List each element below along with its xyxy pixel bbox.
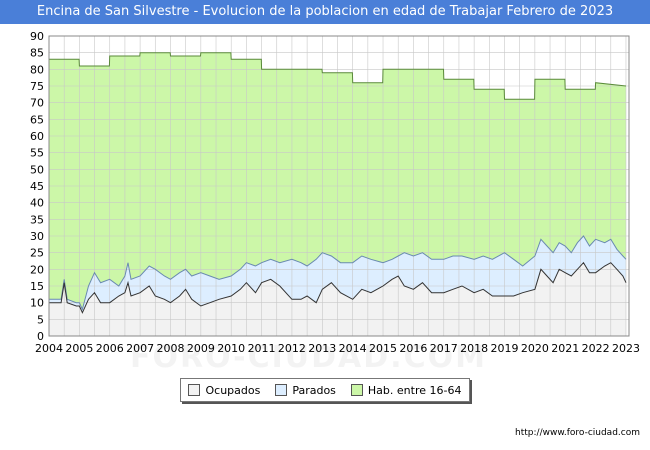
y-tick-label: 5 bbox=[37, 313, 44, 326]
y-tick-label: 50 bbox=[30, 163, 44, 176]
x-tick-label: 2005 bbox=[65, 342, 93, 355]
x-tick-label: 2015 bbox=[369, 342, 397, 355]
y-tick-label: 20 bbox=[30, 263, 44, 276]
x-tick-label: 2009 bbox=[187, 342, 215, 355]
y-tick-label: 45 bbox=[30, 180, 44, 193]
line-parados bbox=[49, 235, 627, 311]
watermark: FORO-CIUDAD.COM bbox=[130, 340, 487, 375]
y-tick-label: 40 bbox=[30, 197, 44, 210]
legend-swatch-ocupados bbox=[188, 384, 201, 396]
legend-label-ocupados: Ocupados bbox=[205, 383, 261, 397]
y-tick-label: 10 bbox=[30, 297, 44, 310]
legend-label-parados: Parados bbox=[292, 383, 336, 397]
chart-title: Encina de San Silvestre - Evolucion de l… bbox=[0, 0, 650, 24]
y-tick-label: 90 bbox=[30, 30, 44, 43]
y-tick-label: 80 bbox=[30, 63, 44, 76]
legend-item-parados: Parados bbox=[275, 384, 336, 397]
y-tick-label: 15 bbox=[30, 280, 44, 293]
x-tick-label: 2008 bbox=[156, 342, 184, 355]
line-ocupados bbox=[49, 261, 627, 314]
y-tick-label: 55 bbox=[30, 147, 44, 160]
x-tick-label: 2012 bbox=[278, 342, 306, 355]
x-tick-label: 2022 bbox=[582, 342, 610, 355]
x-tick-label: 2010 bbox=[217, 342, 245, 355]
y-tick-label: 70 bbox=[30, 97, 44, 110]
legend-label-hab: Hab. entre 16-64 bbox=[367, 383, 462, 397]
y-tick-label: 0 bbox=[37, 330, 44, 343]
legend: Ocupados Parados Hab. entre 16-64 bbox=[180, 378, 470, 402]
x-tick-label: 2006 bbox=[96, 342, 124, 355]
x-tick-label: 2004 bbox=[35, 342, 63, 355]
chart-plot: 0 5 10 15 20 25 30 35 40 45 50 55 60 65 70 75 80 85 90 200… bbox=[30, 30, 640, 355]
y-tick-label: 75 bbox=[30, 80, 44, 93]
legend-item-hab: Hab. entre 16-64 bbox=[350, 383, 462, 397]
x-tick-label: 2016 bbox=[399, 342, 427, 355]
y-tick-label: 35 bbox=[30, 213, 44, 226]
y-tick-label: 85 bbox=[30, 47, 44, 60]
x-tick-label: 2017 bbox=[430, 342, 458, 355]
source-link[interactable]: http://www.foro-ciudad.com bbox=[515, 428, 640, 438]
legend-swatch-hab bbox=[350, 384, 363, 396]
x-tick-label: 2007 bbox=[126, 342, 154, 355]
y-tick-label: 60 bbox=[30, 130, 44, 143]
y-tick-label: 65 bbox=[30, 113, 44, 126]
x-tick-label: 2011 bbox=[248, 342, 276, 355]
y-tick-label: 25 bbox=[30, 247, 44, 260]
x-tick-label: 2021 bbox=[551, 342, 579, 355]
legend-swatch-parados bbox=[275, 384, 288, 396]
x-tick-label: 2020 bbox=[521, 342, 549, 355]
x-tick-label: 2014 bbox=[339, 342, 367, 355]
line-hab bbox=[49, 52, 627, 100]
x-tick-label: 2023 bbox=[612, 342, 640, 355]
x-tick-label: 2019 bbox=[490, 342, 518, 355]
x-tick-label: 2013 bbox=[308, 342, 336, 355]
legend-item-ocupados: Ocupados bbox=[188, 384, 260, 397]
x-tick-label: 2018 bbox=[460, 342, 488, 355]
plot-frame bbox=[48, 35, 630, 337]
y-tick-label: 30 bbox=[30, 230, 44, 243]
